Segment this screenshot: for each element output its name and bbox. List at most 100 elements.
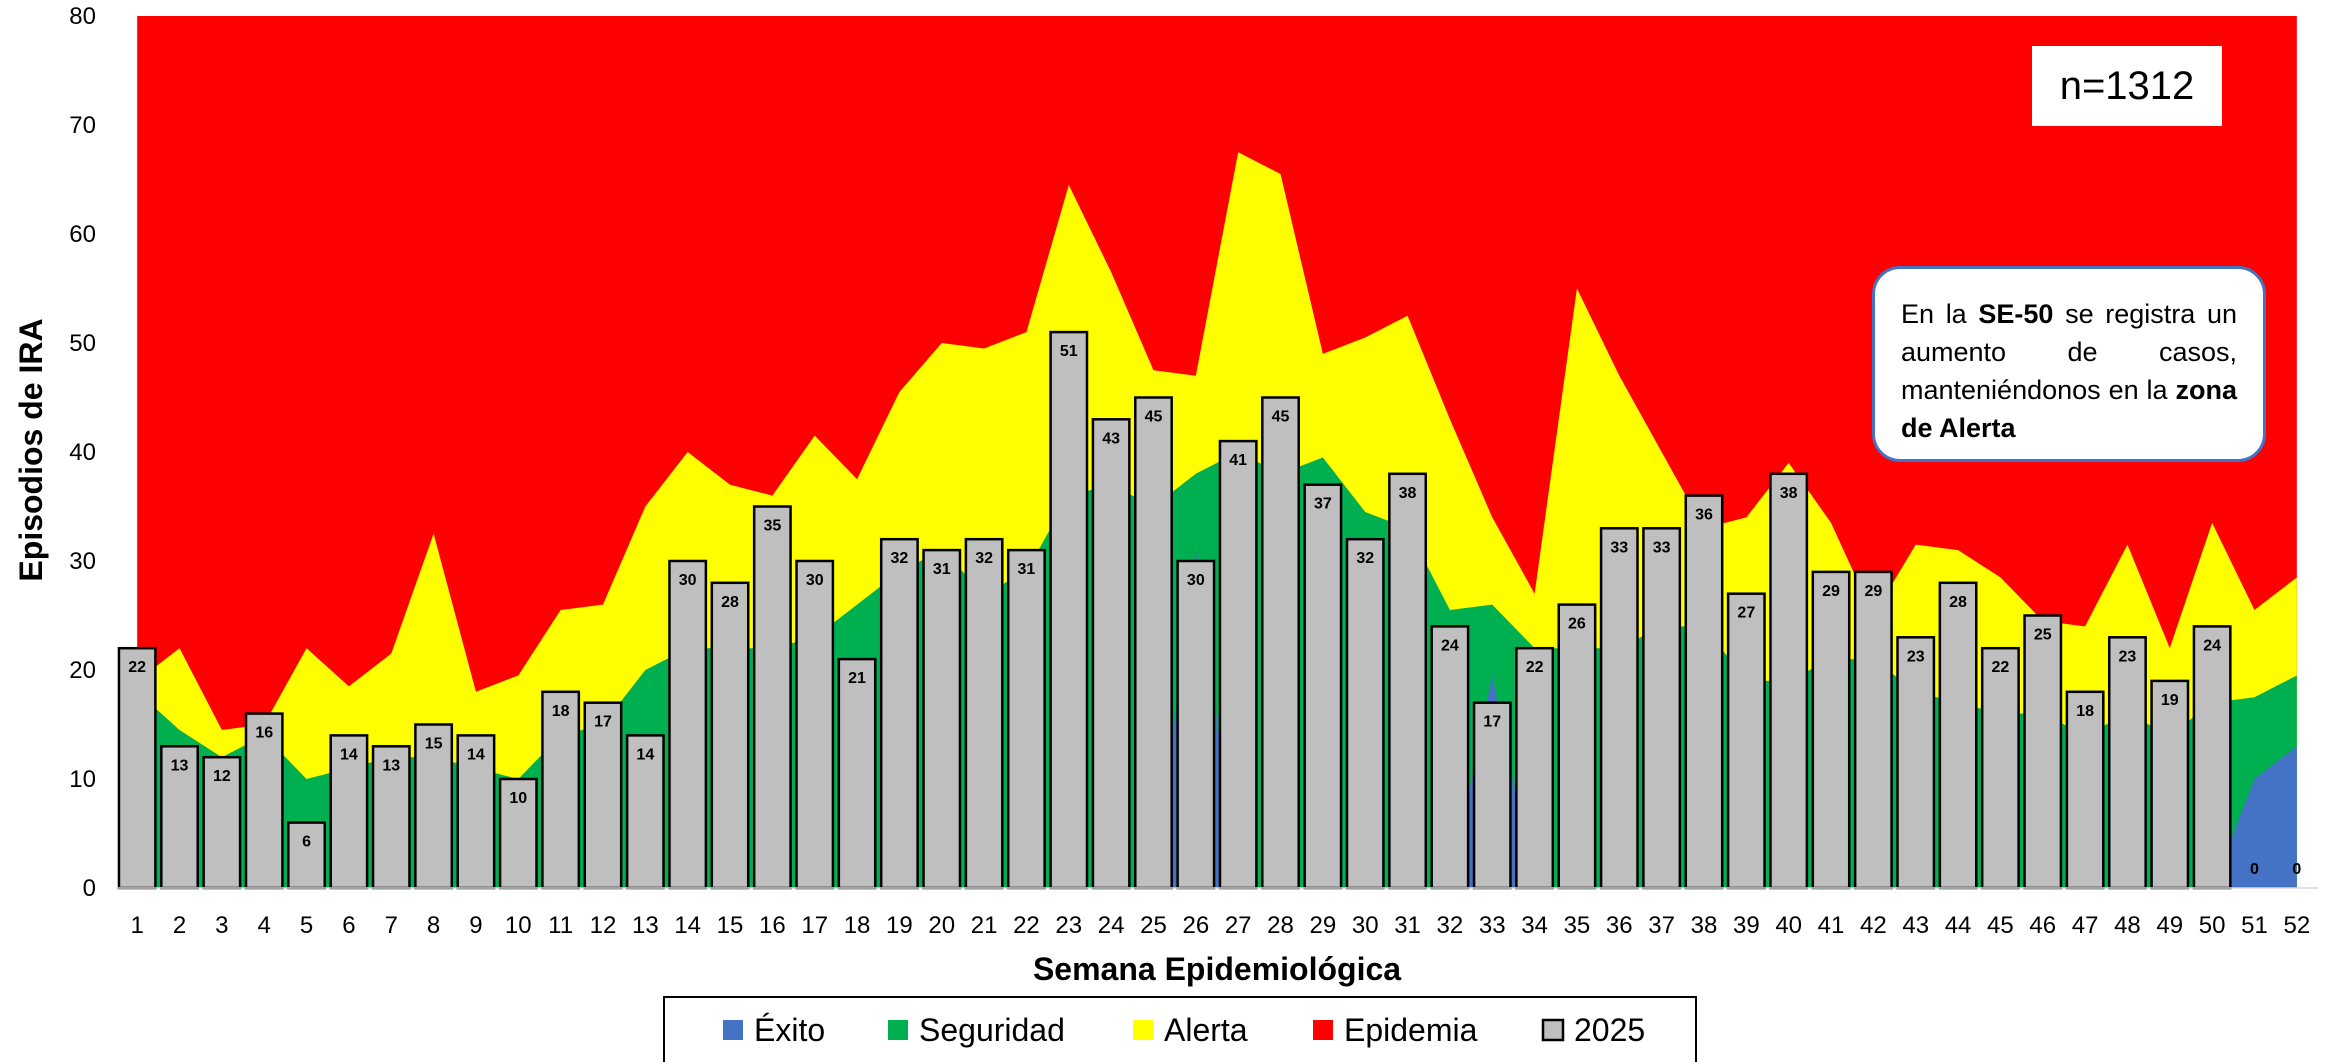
bar-label-week-48: 23	[2119, 648, 2137, 665]
x-tick-35: 35	[1564, 912, 1591, 939]
bar-week-19	[879, 537, 919, 890]
legend-label-alerta: Alerta	[1164, 1012, 1248, 1048]
x-tick-30: 30	[1352, 912, 1379, 939]
bar-week-40	[1769, 472, 1809, 890]
bar-label-week-33: 17	[1483, 714, 1501, 731]
bar-week-18	[837, 657, 877, 890]
x-tick-17: 17	[801, 912, 828, 939]
bar-label-week-43: 23	[1907, 648, 1925, 665]
bar-label-week-8: 15	[425, 736, 443, 753]
y-tick-40: 40	[69, 439, 96, 466]
bar-label-week-3: 12	[213, 768, 231, 785]
x-tick-31: 31	[1394, 912, 1421, 939]
bar-label-week-20: 31	[933, 561, 951, 578]
x-tick-49: 49	[2156, 912, 2183, 939]
bar-label-week-17: 30	[806, 572, 824, 589]
x-tick-46: 46	[2029, 912, 2056, 939]
bar-week-15	[710, 581, 750, 890]
x-tick-51: 51	[2241, 912, 2268, 939]
bar-week-35	[1557, 603, 1597, 890]
bar-label-week-1: 22	[128, 659, 146, 676]
legend-box	[663, 996, 1697, 1062]
x-tick-28: 28	[1267, 912, 1294, 939]
bar-label-week-24: 43	[1102, 430, 1120, 447]
bar-label-week-37: 33	[1653, 539, 1671, 556]
bar-label-week-10: 10	[509, 790, 527, 807]
bar-week-37	[1642, 527, 1682, 890]
x-axis-title: Semana Epidemiológica	[1033, 951, 1401, 987]
bar-label-week-31: 38	[1399, 485, 1417, 502]
note-part-1: SE-50	[1978, 299, 2054, 329]
legend-label-epidemia: Epidemia	[1344, 1012, 1478, 1048]
y-tick-50: 50	[69, 330, 96, 357]
x-tick-41: 41	[1818, 912, 1845, 939]
bar-week-39	[1726, 592, 1766, 890]
bar-week-16	[752, 505, 792, 890]
x-tick-36: 36	[1606, 912, 1633, 939]
bar-week-7	[371, 745, 411, 890]
y-tick-0: 0	[83, 875, 96, 902]
bar-label-week-21: 32	[975, 550, 993, 567]
x-tick-22: 22	[1013, 912, 1040, 939]
x-tick-21: 21	[971, 912, 998, 939]
bar-label-week-51: 0	[2250, 861, 2259, 878]
bar-week-47	[2065, 690, 2105, 890]
x-tick-3: 3	[215, 912, 228, 939]
x-tick-45: 45	[1987, 912, 2014, 939]
x-tick-52: 52	[2283, 912, 2310, 939]
bar-week-11	[541, 690, 581, 890]
bar-label-week-38: 36	[1695, 507, 1713, 524]
x-tick-18: 18	[844, 912, 871, 939]
x-tick-44: 44	[1945, 912, 1972, 939]
bar-label-week-27: 41	[1229, 452, 1247, 469]
bar-week-49	[2150, 679, 2190, 890]
bar-label-week-47: 18	[2076, 703, 2094, 720]
x-tick-16: 16	[759, 912, 786, 939]
bar-week-26	[1176, 559, 1216, 890]
x-tick-42: 42	[1860, 912, 1887, 939]
x-tick-6: 6	[342, 912, 355, 939]
bar-label-week-26: 30	[1187, 572, 1205, 589]
bar-label-week-49: 19	[2161, 692, 2179, 709]
bar-week-12	[583, 701, 623, 890]
bar-week-42	[1853, 570, 1893, 890]
bar-week-29	[1303, 483, 1343, 890]
bar-week-8	[414, 723, 454, 890]
y-tick-70: 70	[69, 112, 96, 139]
note-part-2: se registra un aumento de casos, manteni…	[1901, 299, 2237, 405]
bar-week-46	[2023, 614, 2063, 890]
x-tick-8: 8	[427, 912, 440, 939]
legend-swatch-seguridad	[888, 1020, 908, 1040]
bar-label-week-13: 14	[636, 746, 654, 763]
bar-week-6	[329, 734, 369, 890]
bar-label-week-9: 14	[467, 746, 485, 763]
x-tick-14: 14	[674, 912, 701, 939]
note-part-3: zona de Alerta	[1901, 375, 2237, 443]
legend-swatch-epidemia	[1313, 1020, 1333, 1040]
x-tick-23: 23	[1055, 912, 1082, 939]
x-tick-12: 12	[590, 912, 617, 939]
legend-label-2025: 2025	[1574, 1012, 1645, 1048]
bar-label-week-12: 17	[594, 714, 612, 731]
bar-label-week-44: 28	[1949, 594, 1967, 611]
legend-swatch-2025	[1541, 1018, 1565, 1042]
bar-week-41	[1811, 570, 1851, 890]
bar-label-week-14: 30	[679, 572, 697, 589]
x-tick-1: 1	[130, 912, 143, 939]
bar-week-38	[1684, 494, 1724, 890]
x-tick-50: 50	[2199, 912, 2226, 939]
bar-label-week-5: 6	[302, 834, 311, 851]
x-tick-2: 2	[173, 912, 186, 939]
bar-label-week-46: 25	[2034, 627, 2052, 644]
bar-label-week-50: 24	[2203, 637, 2221, 654]
bar-label-week-36: 33	[1610, 539, 1628, 556]
bar-label-week-41: 29	[1822, 583, 1840, 600]
x-tick-29: 29	[1310, 912, 1337, 939]
bar-week-20	[922, 548, 962, 890]
bar-label-week-7: 13	[382, 757, 400, 774]
x-tick-4: 4	[258, 912, 271, 939]
bar-label-week-28: 45	[1272, 409, 1290, 426]
x-tick-48: 48	[2114, 912, 2141, 939]
bar-week-32	[1430, 625, 1470, 890]
note-part-0: En la	[1901, 299, 1979, 329]
